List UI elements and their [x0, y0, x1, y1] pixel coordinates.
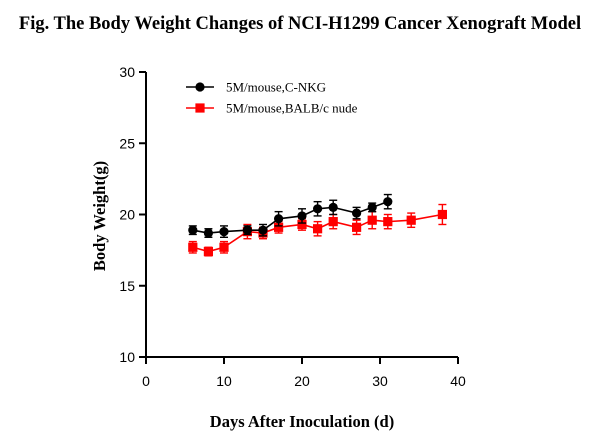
data-point — [328, 202, 338, 212]
x-tick-label: 20 — [294, 373, 310, 389]
data-point — [203, 228, 213, 238]
axes: 10 15 20 25 30 0 10 20 30 40 — [119, 64, 466, 389]
data-point — [219, 227, 229, 237]
data-point — [352, 208, 362, 218]
data-point — [297, 219, 307, 230]
legend-label: 5M/mouse,C-NKG — [226, 80, 326, 95]
data-point — [274, 214, 284, 224]
legend: 5M/mouse,C-NKG 5M/mouse,BALB/c nude — [186, 80, 358, 116]
figure-title: Fig. The Body Weight Changes of NCI-H129… — [18, 14, 582, 34]
data-point — [328, 217, 338, 227]
data-point — [297, 211, 307, 221]
legend-marker — [195, 82, 205, 92]
data-point — [219, 242, 229, 252]
y-tick-label: 15 — [119, 278, 135, 294]
data-point — [367, 215, 377, 225]
data-point — [188, 225, 198, 235]
data-point — [242, 225, 252, 235]
x-tick-label: 10 — [216, 373, 232, 389]
data-point — [367, 202, 377, 212]
legend-marker — [195, 103, 205, 113]
data-point — [437, 209, 447, 220]
series-c-nkg — [188, 193, 393, 239]
x-tick-label: 40 — [450, 373, 466, 389]
x-tick-label: 0 — [142, 373, 150, 389]
y-tick-label: 25 — [119, 135, 135, 151]
y-tick-label: 20 — [119, 207, 135, 223]
legend-item: 5M/mouse,C-NKG — [186, 80, 326, 95]
data-point — [188, 242, 198, 252]
data-point — [203, 246, 213, 257]
y-tick-label: 30 — [119, 64, 135, 80]
y-axis-label: Body Weight(g) — [90, 161, 109, 271]
data-point — [406, 215, 416, 225]
data-point — [274, 222, 284, 232]
y-tick-label: 10 — [119, 349, 135, 365]
series-layer — [188, 193, 447, 257]
x-tick-label: 30 — [372, 373, 388, 389]
data-point — [352, 222, 362, 232]
legend-label: 5M/mouse,BALB/c nude — [226, 101, 358, 116]
data-point — [313, 224, 323, 234]
data-point — [383, 217, 393, 227]
legend-item: 5M/mouse,BALB/c nude — [186, 101, 358, 116]
data-point — [383, 197, 393, 207]
data-point — [258, 225, 268, 235]
x-axis-label: Days After Inoculation (d) — [210, 412, 394, 431]
data-point — [313, 204, 323, 214]
